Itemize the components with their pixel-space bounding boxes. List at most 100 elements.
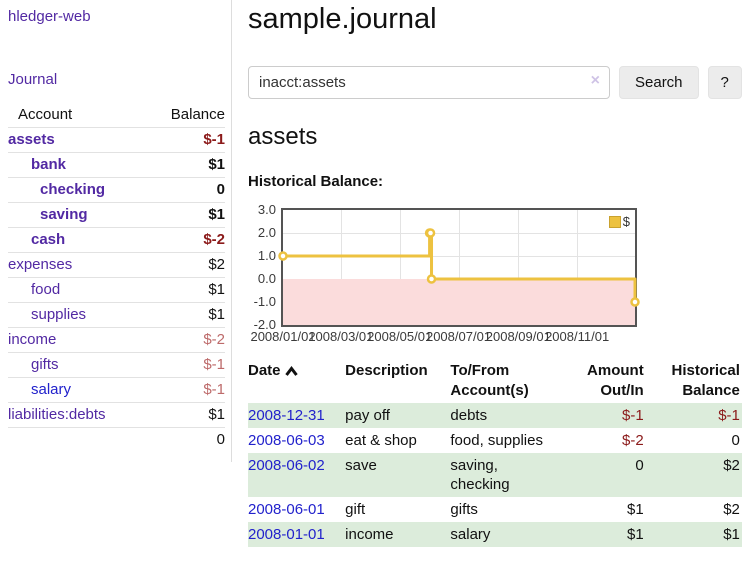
x-axis-tick-label: 2008/11/01: [545, 329, 610, 344]
account-row: assets $-1: [8, 127, 225, 153]
data-point: [278, 251, 288, 261]
data-point: [630, 297, 640, 307]
transaction-date-link[interactable]: 2008-06-02: [248, 457, 325, 474]
transaction-amount: $1: [627, 501, 644, 518]
account-link[interactable]: supplies: [31, 306, 87, 323]
transaction-balance: $-1: [645, 403, 742, 428]
v-gridline: [577, 210, 579, 325]
transaction-description: eat & shop: [345, 432, 417, 449]
accounts-total-spacer: [8, 427, 148, 452]
header-description: Description: [345, 362, 428, 379]
data-point: [425, 228, 436, 238]
x-axis-tick-label: 2008/09/01: [485, 329, 551, 344]
x-axis-tick-label: 2008/05/01: [367, 329, 433, 344]
chart-plot-area: $: [278, 208, 640, 327]
transaction-amount: 0: [556, 453, 646, 497]
account-link[interactable]: assets: [8, 131, 55, 148]
main-content: sample.journal × Search ? assets Histori…: [232, 0, 742, 547]
account-heading: assets: [248, 123, 318, 150]
transaction-balance: 0: [731, 432, 740, 449]
accounts-header-account: Account: [8, 103, 148, 128]
transaction-row: 2008-06-03 eat & shop food, supplies $-2 0: [248, 428, 742, 453]
account-balance: $1: [147, 402, 225, 428]
account-row: salary $-1: [8, 377, 225, 403]
search-button[interactable]: Search: [619, 66, 699, 99]
transaction-balance: $2: [645, 453, 742, 497]
transactions-table: Date Description To/From Account(s) Amou…: [248, 359, 742, 547]
accounts-table: Account Balance assets $-1 bank $1 checking 0…: [8, 103, 225, 452]
account-balance: $1: [147, 202, 225, 228]
accounts-total-row: 0: [8, 427, 225, 452]
account-link[interactable]: cash: [31, 231, 66, 248]
below-zero-region: [283, 279, 635, 325]
transaction-amount: $-1: [556, 403, 646, 428]
account-balance: $-2: [147, 327, 225, 353]
x-axis-tick-label: 2008/01/01: [250, 329, 316, 344]
search-form: × Search ?: [248, 66, 742, 99]
transaction-amount: $-2: [622, 432, 644, 449]
transaction-description: gift: [345, 501, 366, 518]
account-link[interactable]: income: [8, 331, 57, 348]
historical-balance-chart: $ 3.0 2.0 1.0 0.0 -1.0 -2.0 2008/01/01 2008/03/…: [248, 198, 736, 344]
y-axis-tick-label: 1.0: [257, 248, 276, 263]
chart-title: Historical Balance:: [248, 173, 384, 190]
h-gridline: [283, 233, 635, 234]
transactions-header-row: Date Description To/From Account(s) Amou…: [248, 359, 742, 403]
h-gridline: [283, 256, 635, 257]
clear-search-icon[interactable]: ×: [590, 72, 600, 89]
account-link[interactable]: expenses: [8, 256, 73, 273]
header-amount: Amount Out/In: [587, 362, 644, 399]
transaction-row: 2008-06-01 gift gifts $1 $2: [248, 497, 742, 522]
accounts-total-value: 0: [147, 427, 225, 452]
data-point: [426, 274, 437, 284]
account-row: saving $1: [8, 202, 225, 228]
legend-label: $: [622, 214, 630, 229]
account-balance: $1: [147, 302, 225, 328]
account-link[interactable]: food: [31, 281, 61, 298]
chart-legend: $: [608, 214, 630, 229]
y-axis-tick-label: -2.0: [253, 317, 276, 332]
transaction-date-link[interactable]: 2008-06-03: [248, 432, 325, 449]
y-axis-tick-label: 3.0: [257, 202, 276, 217]
account-row: food $1: [8, 277, 225, 303]
search-input[interactable]: [248, 66, 610, 99]
y-axis-tick-label: 0.0: [257, 271, 276, 286]
account-row: bank $1: [8, 152, 225, 178]
transaction-amount: $1: [556, 522, 646, 547]
account-link[interactable]: gifts: [31, 356, 59, 373]
app-brand-link[interactable]: hledger-web: [8, 8, 91, 25]
v-gridline: [340, 210, 342, 325]
transaction-date-link[interactable]: 2008-01-01: [248, 526, 325, 543]
account-link[interactable]: saving: [40, 206, 88, 223]
account-row: gifts $-1: [8, 352, 225, 378]
transaction-row: 2008-06-02 save saving, checking 0 $2: [248, 453, 742, 497]
v-gridline: [399, 210, 401, 325]
transaction-description: pay off: [345, 403, 451, 428]
y-axis-tick-label: 2.0: [257, 225, 276, 240]
account-row: supplies $1: [8, 302, 225, 328]
header-balance: Historical Balance: [671, 362, 740, 399]
account-link[interactable]: bank: [31, 156, 67, 173]
transaction-row: 2008-01-01 income salary $1 $1: [248, 522, 742, 547]
account-link[interactable]: salary: [31, 381, 72, 398]
legend-swatch-icon: [608, 215, 621, 228]
transaction-accounts: debts: [450, 403, 557, 428]
sidebar-item-journal[interactable]: Journal: [8, 71, 58, 88]
transaction-balance: $2: [723, 501, 740, 518]
transaction-date-link[interactable]: 2008-06-01: [248, 501, 325, 518]
x-axis-tick-label: 2008/03/01: [308, 329, 374, 344]
account-balance: $-2: [147, 227, 225, 253]
account-row: checking 0: [8, 177, 225, 203]
account-link[interactable]: checking: [40, 181, 106, 198]
y-axis-tick-label: -1.0: [253, 294, 276, 309]
x-axis-tick-label: 2008/07/01: [425, 329, 492, 344]
page-title: sample.journal: [248, 3, 437, 35]
transaction-description: income: [345, 522, 451, 547]
account-link[interactable]: liabilities:debts: [8, 406, 106, 423]
header-date[interactable]: Date: [248, 359, 345, 403]
help-button[interactable]: ?: [707, 66, 742, 99]
account-balance: $-1: [147, 127, 225, 153]
transaction-date-link[interactable]: 2008-12-31: [248, 407, 325, 424]
v-gridline: [518, 210, 520, 325]
transaction-row: 2008-12-31 pay off debts $-1 $-1: [248, 403, 742, 428]
